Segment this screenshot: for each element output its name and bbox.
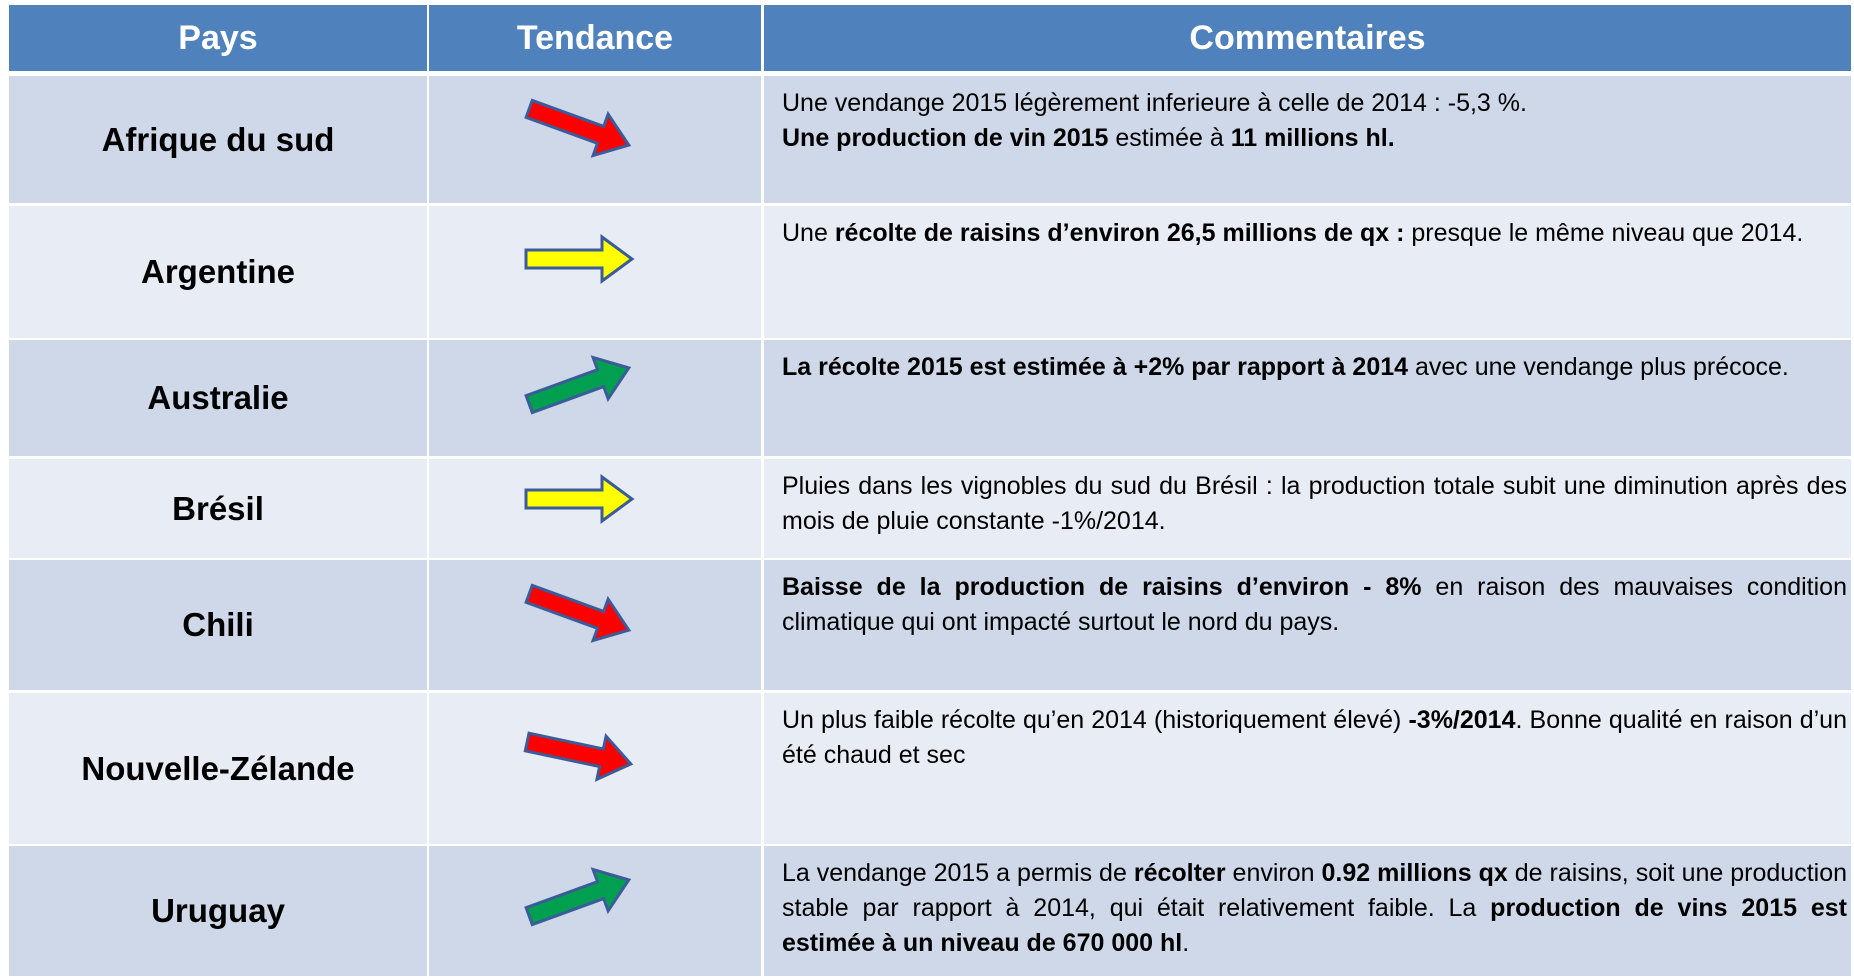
comment-paragraph: Une vendange 2015 légèrement inferieure … xyxy=(782,86,1847,121)
header-cell: Tendance xyxy=(429,5,761,71)
comment-paragraph: Pluies dans les vignobles du sud du Brés… xyxy=(782,469,1847,539)
arrow-shape xyxy=(524,867,632,927)
trend-cell xyxy=(429,693,761,844)
country-cell: Nouvelle-Zélande xyxy=(9,693,427,844)
trend-cell xyxy=(429,846,761,976)
comment-text: avec une vendange plus précoce. xyxy=(1408,353,1789,381)
comment-text: estimée à xyxy=(1108,124,1231,152)
comment-text: environ xyxy=(1225,859,1322,887)
country-cell: Afrique du sud xyxy=(9,76,427,203)
comment-text: -3%/2014 xyxy=(1408,706,1516,734)
trend-arrow xyxy=(524,867,632,927)
comment-cell: La récolte 2015 est estimée à +2% par ra… xyxy=(764,340,1851,456)
country-cell: Uruguay xyxy=(9,846,427,976)
trend-cell xyxy=(429,340,761,456)
comment-text: presque le même niveau que 2014. xyxy=(1404,219,1804,247)
comment-cell: Pluies dans les vignobles du sud du Brés… xyxy=(764,459,1851,558)
comment-paragraph: Une récolte de raisins d’environ 26,5 mi… xyxy=(782,216,1847,251)
arrow-shape xyxy=(524,233,635,284)
comment-paragraph: Baisse de la production de raisins d’env… xyxy=(782,570,1847,640)
comment-cell: La vendange 2015 a permis de récolter en… xyxy=(764,846,1851,976)
trend-arrow xyxy=(523,731,634,783)
arrow-shape xyxy=(523,731,634,783)
comment-text: . Bonne qualité en raison d’un été chaud… xyxy=(782,706,1847,769)
trend-arrow xyxy=(524,473,635,524)
comment-text: Un plus faible récolte qu’en 2014 (histo… xyxy=(782,706,1409,734)
comment-paragraph: Une production de vin 2015 estimée à 11 … xyxy=(782,121,1847,156)
comment-text: Une vendange 2015 légèrement inferieure … xyxy=(782,89,1527,117)
comment-text: récolter xyxy=(1133,859,1226,887)
comment-cell: Une vendange 2015 légèrement inferieure … xyxy=(764,76,1851,203)
trend-cell xyxy=(429,76,761,203)
comment-text: 0.92 millions qx xyxy=(1321,859,1508,887)
comment-paragraph: La vendange 2015 a permis de récolter en… xyxy=(782,856,1847,961)
comment-text: La vendange 2015 a permis de xyxy=(782,859,1134,887)
arrow-shape xyxy=(524,473,635,524)
country-cell: Brésil xyxy=(9,459,427,558)
comment-text: Une xyxy=(782,219,835,247)
arrow-shape xyxy=(524,583,632,643)
country-cell: Chili xyxy=(9,560,427,690)
comment-cell: Baisse de la production de raisins d’env… xyxy=(764,560,1851,690)
comment-text: en raison des mauvaises condition climat… xyxy=(782,573,1847,636)
comment-cell: Un plus faible récolte qu’en 2014 (histo… xyxy=(764,693,1851,844)
comment-text: Une production de vin 2015 xyxy=(782,124,1109,152)
comment-text: . xyxy=(1182,929,1190,957)
comment-text: production de vins 2015 est estimée à un… xyxy=(782,894,1847,957)
comment-text: récolte de raisins d’environ 26,5 millio… xyxy=(834,219,1405,247)
comment-text: 11 millions hl. xyxy=(1230,124,1395,152)
trend-arrow xyxy=(524,355,632,415)
arrow-shape xyxy=(524,98,632,158)
trend-cell xyxy=(429,560,761,690)
comment-text: de raisins, soit une production stable p… xyxy=(782,859,1848,922)
header-cell: Commentaires xyxy=(764,5,1851,71)
comment-paragraph: Un plus faible récolte qu’en 2014 (histo… xyxy=(782,703,1847,773)
trend-arrow xyxy=(524,583,632,643)
country-cell: Australie xyxy=(9,340,427,456)
comment-text: La récolte 2015 est estimée à +2% par ra… xyxy=(782,353,1409,381)
trend-arrow xyxy=(524,98,632,158)
country-cell: Argentine xyxy=(9,206,427,338)
trend-cell xyxy=(429,206,761,338)
comment-text: Pluies dans les vignobles du sud du Brés… xyxy=(782,472,1847,535)
arrow-shape xyxy=(524,355,632,415)
trend-cell xyxy=(429,459,761,558)
comment-cell: Une récolte de raisins d’environ 26,5 mi… xyxy=(764,206,1851,338)
comment-text: Baisse de la production de raisins d’env… xyxy=(782,573,1422,601)
trend-arrow xyxy=(524,233,635,284)
header-cell: Pays xyxy=(9,5,427,71)
comment-paragraph: La récolte 2015 est estimée à +2% par ra… xyxy=(782,350,1847,385)
